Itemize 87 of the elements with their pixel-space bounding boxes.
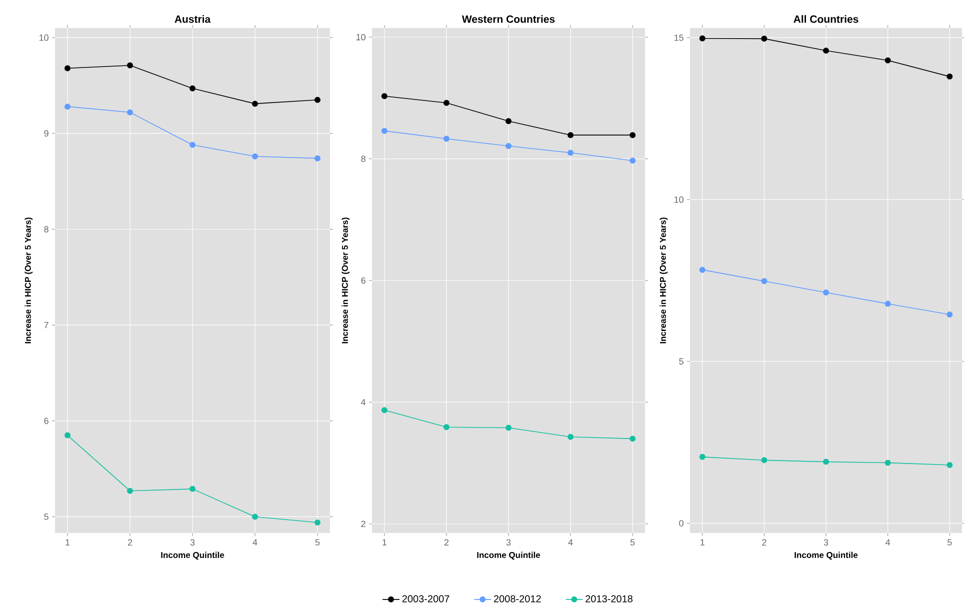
- point: [823, 458, 830, 465]
- x-tick-label: 2: [128, 539, 132, 546]
- point: [946, 74, 953, 80]
- point: [64, 104, 70, 110]
- point: [568, 132, 574, 138]
- point: [252, 514, 258, 520]
- legend-label: 2003-2007: [402, 595, 450, 602]
- point: [506, 143, 512, 150]
- point: [64, 65, 70, 72]
- point: [699, 35, 706, 42]
- x-tick-label: 5: [315, 539, 320, 546]
- y-tick-label: 10: [39, 34, 48, 41]
- point: [699, 266, 706, 273]
- point: [127, 62, 133, 68]
- point: [884, 57, 891, 64]
- point: [381, 128, 388, 134]
- y-tick-label: 15: [674, 34, 684, 41]
- y-tick-label: 8: [361, 156, 366, 162]
- point: [190, 142, 196, 148]
- point: [823, 289, 830, 296]
- y-axis-title: Increase in HICP (Over 5 Years): [342, 218, 350, 344]
- x-tick-label: 4: [252, 539, 258, 546]
- y-tick-label: 6: [44, 418, 48, 424]
- point: [381, 93, 388, 100]
- point: [381, 407, 388, 414]
- point: [127, 488, 133, 494]
- point: [190, 85, 196, 92]
- point: [506, 118, 512, 124]
- y-tick-label: 9: [44, 130, 48, 137]
- y-tick-label: 6: [361, 277, 366, 284]
- y-tick-label: 8: [44, 226, 48, 232]
- chart-title: All Countries: [794, 15, 858, 23]
- x-tick-label: 3: [824, 539, 828, 546]
- point: [761, 457, 768, 464]
- point: [252, 153, 258, 160]
- point: [443, 100, 450, 106]
- point: [761, 36, 768, 42]
- point: [884, 300, 891, 307]
- point: [630, 436, 636, 442]
- point: [314, 155, 320, 162]
- legend-label: 2008-2012: [494, 595, 541, 602]
- point: [506, 424, 512, 431]
- y-axis-title: Increase in HICP (Over 5 Years): [660, 218, 668, 344]
- point: [64, 432, 70, 438]
- legend-label: 2013-2018: [586, 595, 632, 602]
- x-tick-label: 5: [630, 539, 635, 546]
- point: [946, 462, 953, 468]
- y-axis-title: Increase in HICP (Over 5 Years): [24, 218, 33, 344]
- point: [946, 311, 953, 318]
- x-tick-label: 1: [382, 539, 386, 546]
- x-tick-label: 2: [762, 539, 766, 546]
- x-axis-title: Income Quintile: [477, 552, 540, 560]
- y-tick-label: 5: [679, 358, 684, 365]
- x-tick-label: 4: [568, 539, 573, 546]
- x-tick-label: 3: [190, 539, 195, 546]
- y-tick-label: 5: [44, 514, 48, 520]
- point: [568, 150, 574, 156]
- x-tick-label: 1: [700, 539, 704, 546]
- y-tick-label: 7: [44, 322, 48, 328]
- point: [443, 136, 450, 142]
- x-axis-title: Income Quintile: [161, 552, 224, 560]
- y-tick-label: 2: [361, 520, 366, 528]
- point: [761, 278, 768, 284]
- y-tick-label: 0: [679, 520, 684, 526]
- point: [630, 158, 636, 164]
- point: [127, 109, 133, 116]
- x-axis-title: Income Quintile: [794, 552, 858, 560]
- point: [443, 424, 450, 430]
- y-tick-label: 4: [361, 399, 366, 406]
- point: [314, 96, 320, 103]
- chart-title: Western Countries: [462, 15, 555, 23]
- x-tick-label: 5: [948, 539, 952, 546]
- point: [699, 454, 706, 460]
- point: [884, 460, 891, 466]
- x-tick-label: 1: [66, 539, 70, 546]
- point: [823, 48, 830, 54]
- point: [314, 519, 320, 526]
- point: [568, 434, 574, 440]
- point: [190, 486, 196, 492]
- point: [252, 100, 258, 107]
- x-tick-label: 3: [506, 539, 511, 546]
- y-tick-label: 10: [674, 196, 684, 203]
- point: [630, 132, 636, 138]
- x-tick-label: 4: [886, 539, 890, 546]
- y-tick-label: 10: [356, 34, 366, 40]
- x-tick-label: 2: [444, 539, 449, 546]
- chart-title: Austria: [174, 15, 211, 23]
